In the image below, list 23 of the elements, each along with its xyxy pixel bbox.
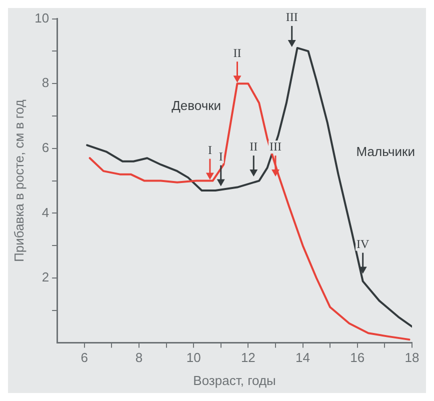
y-tick-label: 4 (42, 204, 50, 220)
y-axis-title: Прибавка в росте, см в год (11, 99, 26, 262)
annotation: II (250, 140, 258, 154)
y-tick-label: 2 (42, 270, 50, 285)
annotation: II (233, 46, 242, 60)
annotation: III (269, 140, 282, 154)
x-tick-label: 18 (404, 350, 420, 366)
x-tick-label: 8 (135, 350, 143, 366)
series-label: Девочки (172, 98, 222, 113)
y-tick-label: 10 (34, 10, 50, 26)
annotation: I (208, 142, 212, 157)
x-tick-label: 12 (240, 350, 256, 366)
annotation: III (286, 10, 298, 24)
x-tick-label: 16 (350, 350, 365, 366)
y-tick-label: 8 (42, 75, 50, 90)
series-label: Мальчики (356, 144, 415, 159)
y-tick-label: 6 (42, 140, 50, 155)
annotation: I (218, 149, 223, 164)
annotation: IV (356, 236, 370, 251)
x-axis-title: Возраст, годы (193, 372, 276, 388)
x-tick-label: 14 (296, 350, 310, 366)
x-tick-label: 10 (186, 350, 201, 366)
x-tick-label: 6 (80, 350, 88, 366)
